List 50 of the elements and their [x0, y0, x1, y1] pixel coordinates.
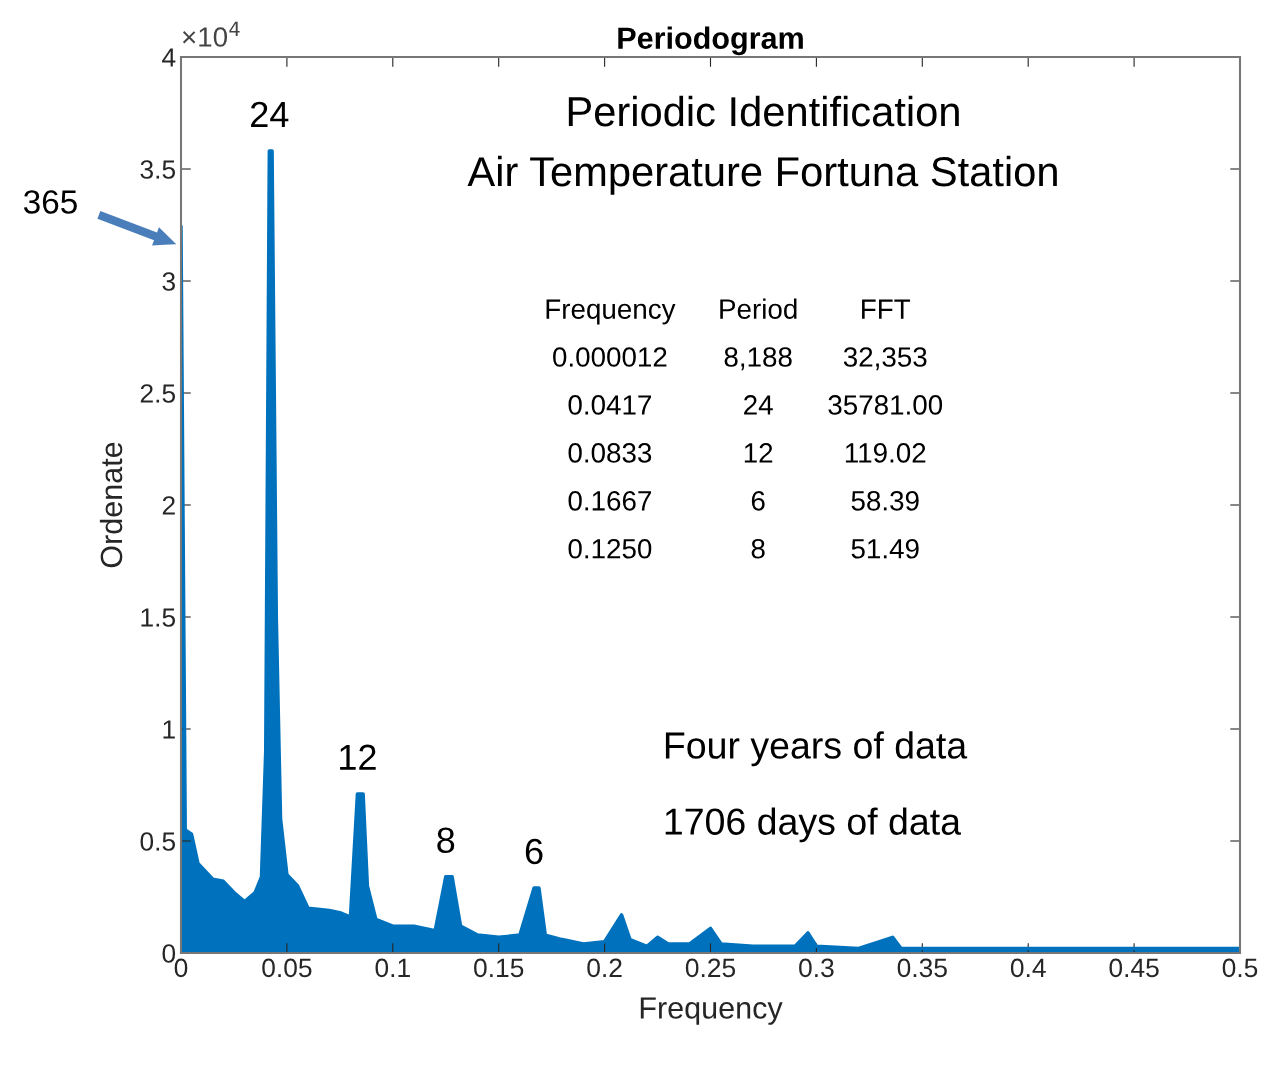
y-tick-label: 4	[162, 48, 176, 67]
annotation: 0.1667	[568, 490, 651, 511]
y-tick-label: 2.5	[140, 384, 176, 403]
annotation: 12	[340, 744, 376, 770]
annotation: Frequency	[546, 299, 676, 325]
annotation: Four years of data	[665, 731, 968, 767]
y-tick-label: 1.5	[141, 608, 176, 627]
y-axis-title: Ordenate	[99, 442, 123, 568]
annotation: 51.49	[851, 538, 919, 559]
annotation: 32,353	[843, 347, 927, 371]
chart-title: Periodogram	[618, 26, 803, 56]
x-tick-label: 0.2	[587, 958, 622, 978]
annotation: 119.02	[845, 443, 926, 463]
annotation: 58.39	[851, 490, 919, 511]
y-tick-label: 0	[162, 944, 176, 963]
annotation: Air Temperature Fortuna Station	[467, 155, 1057, 195]
annotation: 35781.00	[828, 395, 943, 415]
annotation: Periodic Identification	[568, 95, 959, 127]
y-tick-label: 0.5	[140, 832, 176, 851]
x-tick-label: 0.1	[375, 958, 410, 978]
y-tick-label: 3	[162, 272, 175, 291]
annotation: 12	[744, 443, 773, 463]
y-tick-label: 2	[162, 496, 175, 515]
annotation: 0.1250	[568, 538, 652, 559]
x-tick-label: 0.15	[474, 958, 524, 978]
annotation: 24	[744, 395, 773, 415]
text: ×10$^{4}$	[182, 21, 240, 47]
x-tick-label: 0.3	[799, 958, 834, 978]
x-tick-label: 0.45	[1109, 958, 1159, 978]
annotation: Period	[720, 298, 797, 319]
x-tick-label: 0.5	[1222, 958, 1258, 978]
annotation: 0.000012	[553, 347, 667, 367]
annotation: 0.0417	[568, 395, 651, 415]
x-tick-label: 0.4	[1010, 958, 1046, 978]
x-tick-label: 0.35	[897, 958, 947, 978]
annotation: 6	[525, 838, 543, 865]
text: 365	[23, 190, 77, 214]
annotation: FFT	[862, 299, 911, 319]
x-tick-label: 0.05	[262, 958, 312, 978]
annotation: 1706 days of data	[665, 807, 961, 843]
annotation: 6	[751, 490, 765, 511]
annotation: 8,188	[724, 347, 792, 371]
x-axis-title: Frequency	[640, 997, 783, 1025]
annotation: 8	[751, 538, 765, 559]
annotation: 0.0833	[568, 443, 652, 463]
x-tick-label: 0.25	[685, 958, 736, 978]
y-tick-label: 1	[163, 720, 175, 739]
annotation: 24	[251, 101, 289, 127]
y-tick-label: 3.5	[140, 160, 176, 179]
annotation: 8	[437, 827, 455, 854]
